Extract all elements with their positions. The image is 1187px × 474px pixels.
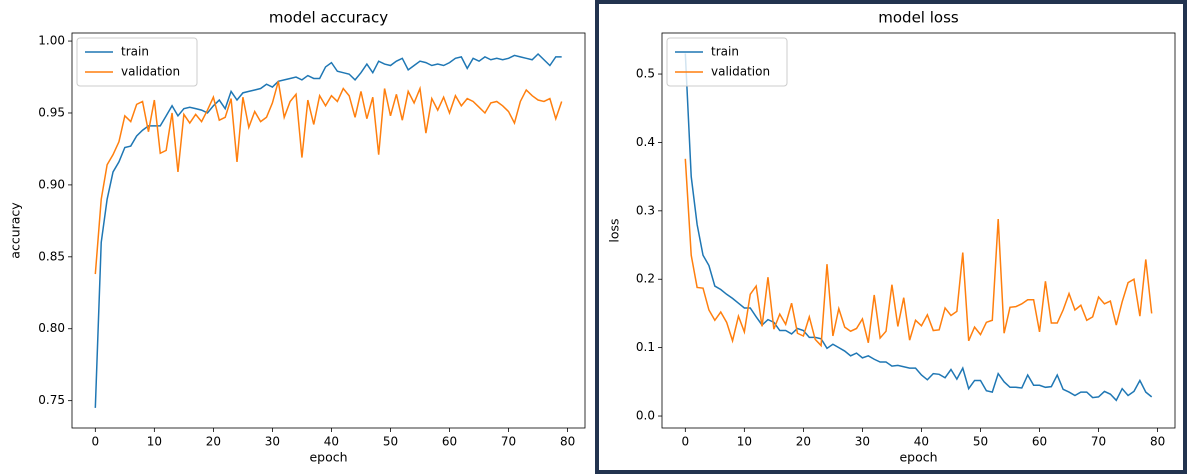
x-tick-label: 20 xyxy=(796,435,811,449)
x-tick-label: 50 xyxy=(973,435,988,449)
y-tick-label: 0.1 xyxy=(636,340,655,354)
x-tick-label: 10 xyxy=(147,435,162,449)
x-tick-label: 80 xyxy=(560,435,575,449)
x-tick-label: 10 xyxy=(737,435,752,449)
chart-title: model loss xyxy=(878,9,959,27)
y-tick-label: 1.00 xyxy=(38,34,65,48)
line-series xyxy=(684,158,1153,348)
axes-frame xyxy=(71,32,586,429)
line-series xyxy=(94,52,562,408)
x-tick-label: 30 xyxy=(265,435,280,449)
panel-border xyxy=(595,0,1187,474)
x-tick-label: 80 xyxy=(1150,435,1165,449)
x-tick-label: 70 xyxy=(1091,435,1106,449)
x-tick-label: 0 xyxy=(681,435,689,449)
y-tick-label: 0.95 xyxy=(38,105,65,119)
y-tick-label: 0.2 xyxy=(636,272,655,286)
legend-label: validation xyxy=(711,65,770,79)
x-tick-label: 60 xyxy=(1032,435,1047,449)
y-tick-label: 0.5 xyxy=(636,67,655,81)
legend-label: validation xyxy=(121,65,180,79)
chart-title: model accuracy xyxy=(269,9,388,27)
line-series xyxy=(94,81,563,275)
x-axis-label: epoch xyxy=(309,450,347,465)
legend-box xyxy=(666,37,788,87)
legend-label: train xyxy=(711,45,739,59)
y-tick-label: 0.75 xyxy=(38,393,65,407)
x-tick-label: 70 xyxy=(501,435,516,449)
legend-box xyxy=(76,37,198,87)
x-tick-label: 50 xyxy=(383,435,398,449)
y-axis-label: loss xyxy=(607,218,622,242)
x-tick-label: 40 xyxy=(914,435,929,449)
y-tick-label: 0.80 xyxy=(38,321,65,335)
x-axis-label: epoch xyxy=(899,450,937,465)
x-tick-label: 60 xyxy=(442,435,457,449)
axes-frame xyxy=(661,32,1176,429)
x-tick-label: 40 xyxy=(324,435,339,449)
legend-label: train xyxy=(121,45,149,59)
y-tick-label: 0.90 xyxy=(38,177,65,191)
x-tick-label: 30 xyxy=(855,435,870,449)
y-tick-label: 0.4 xyxy=(636,135,655,149)
x-tick-label: 20 xyxy=(206,435,221,449)
y-tick-label: 0.0 xyxy=(636,409,655,423)
x-tick-label: 0 xyxy=(91,435,99,449)
y-tick-label: 0.3 xyxy=(636,203,655,217)
y-tick-label: 0.85 xyxy=(38,249,65,263)
y-axis-label: accuracy xyxy=(8,202,23,259)
